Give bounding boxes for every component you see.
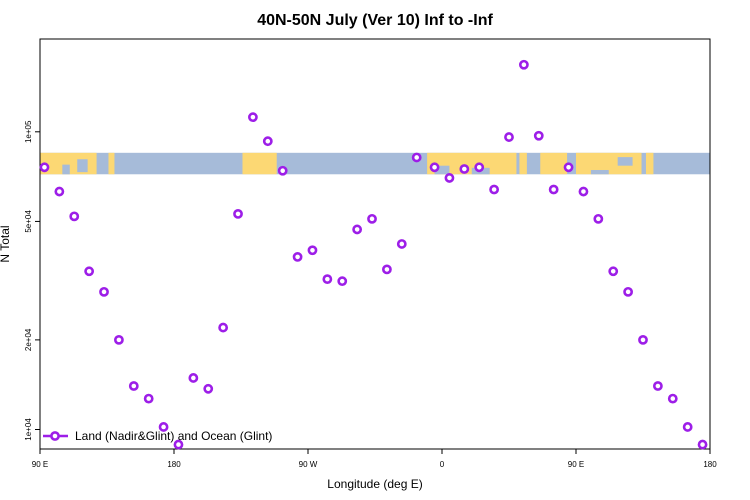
data-point — [411, 152, 422, 163]
data-point — [474, 162, 485, 173]
data-point — [367, 213, 377, 224]
ocean-inlet — [62, 164, 70, 175]
data-point — [652, 381, 663, 391]
data-point — [396, 239, 407, 249]
data-point — [608, 266, 619, 277]
data-point — [307, 245, 318, 256]
world-map-band — [40, 152, 710, 175]
data-point — [39, 162, 50, 173]
land-area — [242, 152, 277, 175]
y-tick-label: 1e+05 — [24, 120, 33, 143]
x-tick-label: 90 W — [299, 460, 318, 469]
data-point — [504, 132, 514, 142]
data-point — [277, 165, 288, 176]
data-point — [548, 184, 559, 195]
ocean-inlet — [617, 157, 633, 166]
data-point — [84, 266, 95, 277]
data-point — [489, 184, 500, 195]
data-point — [563, 162, 574, 173]
data-point — [128, 381, 139, 391]
data-point — [262, 136, 273, 147]
land-area — [427, 152, 517, 175]
legend: Land (Nadir&Glint) and Ocean (Glint) — [43, 429, 272, 443]
data-point — [638, 334, 648, 345]
data-point — [518, 59, 529, 70]
data-point — [352, 224, 363, 235]
data-point — [114, 334, 124, 345]
data-point — [188, 373, 199, 383]
data-point — [203, 383, 214, 394]
data-point — [533, 130, 544, 141]
data-point — [593, 213, 604, 224]
y-axis: 1e+04 2e+04 5e+04 1e+05 — [24, 120, 40, 441]
x-axis: 90 E 180 90 W 0 90 E 180 — [32, 449, 717, 469]
land-area — [540, 152, 568, 175]
data-point — [459, 164, 470, 174]
data-point — [292, 252, 303, 262]
ocean-inlet — [434, 165, 450, 175]
data-point — [429, 162, 440, 173]
ocean-inlet — [590, 169, 609, 175]
legend-label: Land (Nadir&Glint) and Ocean (Glint) — [75, 429, 272, 443]
x-tick-label: 0 — [440, 460, 445, 469]
x-axis-title: Longitude (deg E) — [327, 477, 422, 491]
data-point — [667, 393, 678, 404]
plot-frame — [39, 38, 711, 450]
data-point — [382, 264, 392, 275]
x-tick-label: 180 — [703, 460, 717, 469]
x-tick-label: 90 E — [32, 460, 48, 469]
data-point — [158, 422, 169, 432]
land-area — [519, 152, 527, 175]
data-point — [697, 439, 708, 450]
data-point — [578, 186, 589, 197]
data-point — [337, 276, 348, 287]
y-tick-label: 2e+04 — [24, 328, 33, 351]
x-tick-label: 90 E — [568, 460, 584, 469]
x-tick-label: 180 — [167, 460, 181, 469]
data-points — [39, 59, 708, 450]
legend-marker — [50, 431, 60, 441]
data-point — [233, 208, 243, 219]
data-point — [248, 112, 258, 123]
data-point — [69, 211, 80, 222]
data-point — [143, 393, 154, 404]
y-tick-label: 1e+04 — [24, 418, 33, 441]
data-point — [218, 322, 229, 333]
data-point — [54, 186, 65, 197]
y-axis-title: N Total — [0, 225, 12, 262]
data-point — [173, 439, 184, 450]
land-area — [645, 152, 654, 175]
data-point — [682, 422, 693, 432]
data-point — [623, 286, 634, 297]
ocean-inlet — [77, 159, 88, 173]
chart-title: 40N-50N July (Ver 10) Inf to -Inf — [257, 12, 493, 29]
y-tick-label: 5e+04 — [24, 210, 33, 233]
data-point — [99, 286, 109, 297]
land-area — [108, 152, 115, 175]
data-point — [322, 274, 333, 285]
data-point — [444, 173, 455, 183]
